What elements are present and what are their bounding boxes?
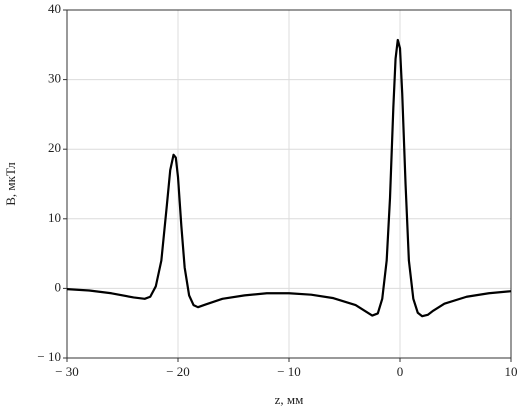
x-axis-label: z, мм: [275, 392, 304, 407]
y-tick-label: 0: [55, 279, 62, 294]
y-tick-label: 40: [48, 1, 61, 16]
y-tick-label: − 10: [37, 349, 61, 364]
y-tick-label: 20: [48, 140, 61, 155]
plot-frame: [66, 9, 512, 359]
x-tick-label: 10: [505, 364, 518, 379]
x-tick-label: − 30: [55, 364, 79, 379]
y-tick-label: 30: [48, 71, 61, 86]
x-tick-label: 0: [397, 364, 404, 379]
y-tick-label: 10: [48, 210, 61, 225]
y-axis-label: B, мкТл: [3, 162, 18, 206]
x-tick-label: − 10: [277, 364, 301, 379]
x-tick-label: − 20: [166, 364, 190, 379]
line-series: [66, 38, 512, 318]
